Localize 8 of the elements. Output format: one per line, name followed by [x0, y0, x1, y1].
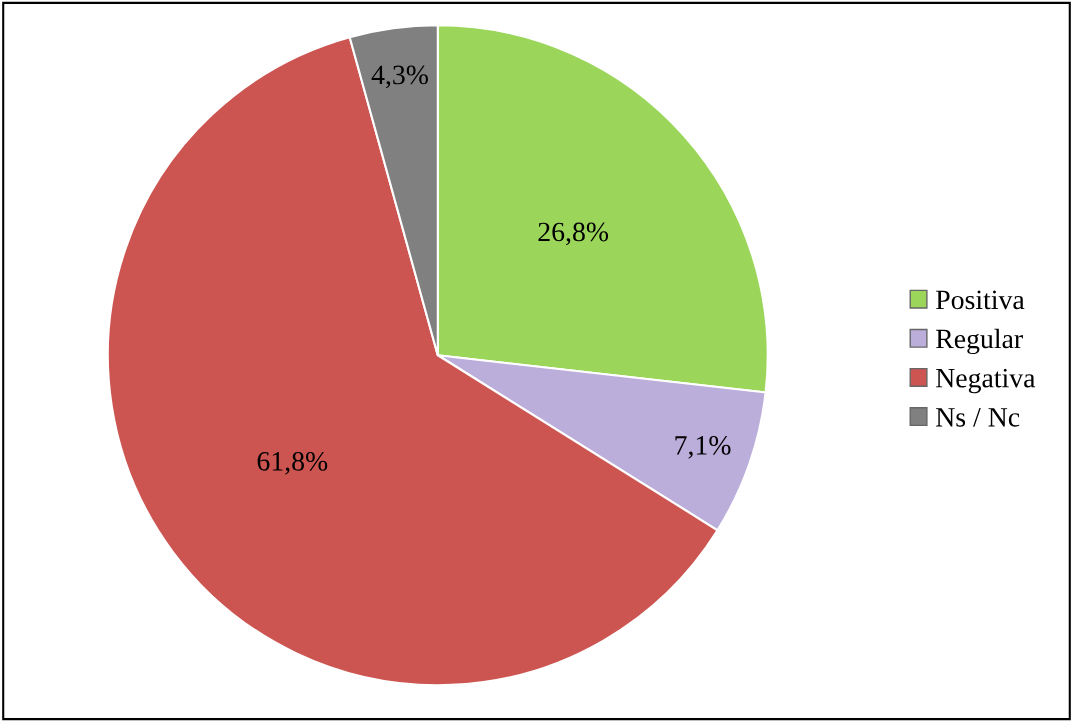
data-label: 26,8% [538, 222, 609, 246]
legend-label: Ns / Nc [936, 408, 1020, 427]
legend-label: Regular [936, 328, 1023, 355]
legend-label: Positiva [936, 290, 1025, 310]
data-label: 7,1% [675, 435, 731, 459]
data-label: 4,3% [371, 65, 428, 89]
data-label: 61,8% [257, 451, 328, 475]
legend-label: Negativa [936, 368, 1036, 394]
